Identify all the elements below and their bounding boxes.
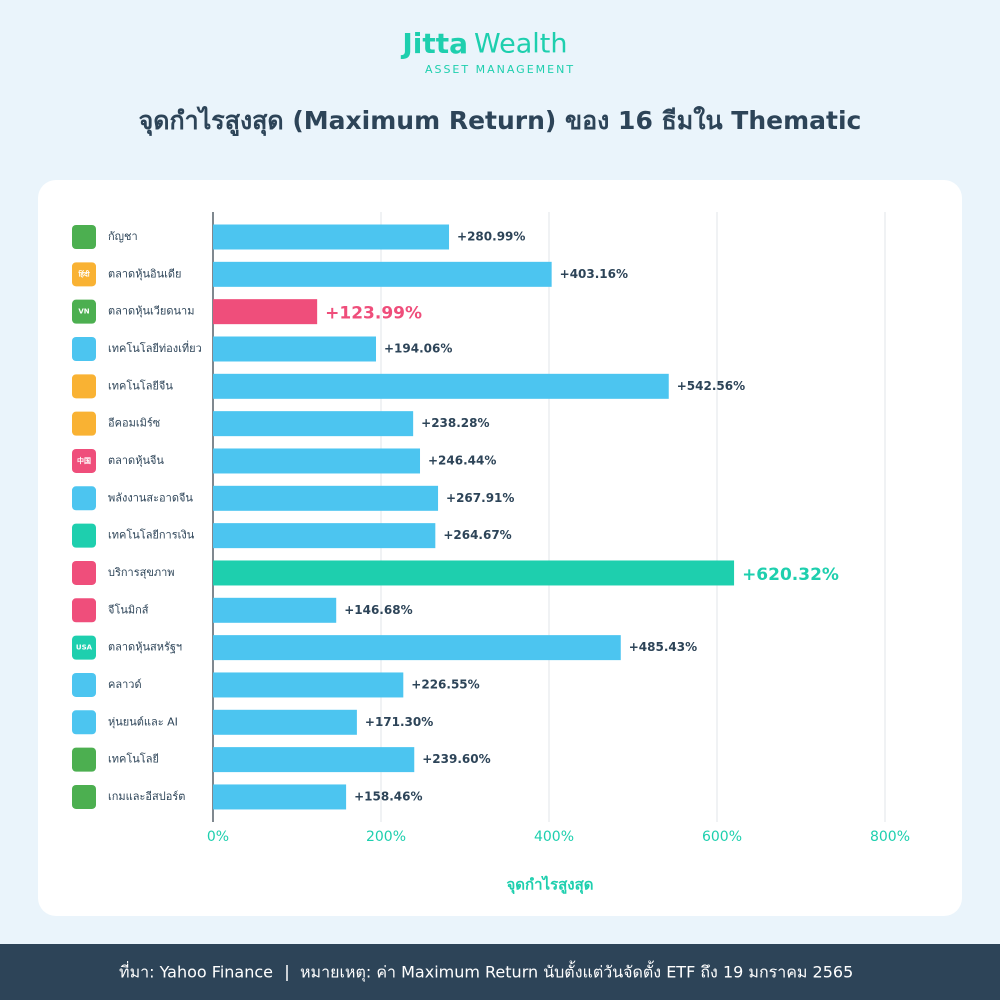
bar xyxy=(213,411,414,437)
x-tick-label: 600% xyxy=(702,829,742,845)
category-icon xyxy=(72,598,96,623)
bar xyxy=(213,672,404,698)
value-label: +620.32% xyxy=(742,565,839,585)
bar xyxy=(213,224,450,250)
bar xyxy=(213,373,669,399)
value-label: +158.46% xyxy=(354,789,422,803)
bar xyxy=(213,597,337,623)
footer-source: ที่มา: Yahoo Finance xyxy=(119,961,273,982)
value-label: +246.44% xyxy=(428,453,496,467)
value-label: +485.43% xyxy=(629,640,697,654)
value-label: +194.06% xyxy=(384,341,452,355)
category-icon xyxy=(72,299,96,324)
category-label: พลังงานสะอาดจีน xyxy=(108,491,193,504)
footer-note: หมายเหตุ: ค่า Maximum Return นับตั้งแต่ว… xyxy=(300,961,853,983)
bar xyxy=(213,709,357,735)
category-label: ตลาดหุ้นจีน xyxy=(108,454,164,467)
value-label: +280.99% xyxy=(457,230,525,244)
category-label: คลาวด์ xyxy=(108,678,142,691)
value-label: +264.67% xyxy=(443,528,511,542)
x-tick-label: 800% xyxy=(870,829,910,845)
bar xyxy=(213,784,347,810)
logo-suffix: Wealth xyxy=(474,29,567,60)
value-label: +123.99% xyxy=(325,304,422,324)
bar xyxy=(213,485,439,511)
value-label: +171.30% xyxy=(365,715,433,729)
bar xyxy=(213,261,552,287)
category-label: เทคโนโลยีการเงิน xyxy=(108,528,195,542)
value-label: +239.60% xyxy=(422,752,490,766)
logo-tagline: ASSET MANAGEMENT xyxy=(425,63,575,76)
x-tick-label: 200% xyxy=(366,829,406,845)
category-label: เทคโนโลยี xyxy=(108,752,159,766)
category-icon xyxy=(72,486,96,511)
category-icon xyxy=(72,262,96,287)
icon-text: हिंदी xyxy=(77,269,90,278)
bar xyxy=(213,635,621,661)
category-icon xyxy=(72,225,96,249)
footer-bar xyxy=(0,944,1000,1000)
bar xyxy=(213,299,318,325)
category-icon xyxy=(72,784,96,809)
x-tick-label: 400% xyxy=(534,829,574,845)
category-label: หุ่นยนต์และ AI xyxy=(108,715,178,728)
category-label: บริการสุขภาพ xyxy=(108,566,175,579)
category-label: ตลาดหุ้นเวียดนาม xyxy=(108,305,194,318)
category-icon xyxy=(72,710,96,735)
chart-card xyxy=(38,180,962,916)
value-label: +238.28% xyxy=(421,416,489,430)
category-icon xyxy=(72,635,96,660)
category-icon xyxy=(72,523,96,548)
bar xyxy=(213,523,436,549)
category-icon xyxy=(72,672,96,697)
x-tick-label: 0% xyxy=(207,829,229,845)
value-label: +542.56% xyxy=(677,379,745,393)
category-label: เทคโนโลยีท่องเที่ยว xyxy=(108,340,202,355)
category-icon xyxy=(72,374,96,399)
bar xyxy=(213,747,415,773)
value-label: +226.55% xyxy=(411,677,479,691)
category-icon xyxy=(72,448,96,473)
category-label: อีคอมเมิร์ซ xyxy=(108,417,161,430)
chart-title: จุดกำไรสูงสุด (Maximum Return) ของ 16 ธี… xyxy=(139,105,862,137)
category-label: กัญชา xyxy=(108,230,138,243)
category-icon xyxy=(72,747,96,772)
category-label: เทคโนโลยีจีน xyxy=(108,378,173,392)
bar xyxy=(213,336,377,362)
logo-brand: Jitta xyxy=(400,27,468,60)
icon-text: 中国 xyxy=(77,456,91,465)
category-label: เกมและอีสปอร์ต xyxy=(108,790,185,803)
bar xyxy=(213,448,421,474)
value-label: +146.68% xyxy=(344,603,412,617)
value-label: +403.16% xyxy=(560,267,628,281)
icon-text: VN xyxy=(78,308,89,316)
category-icon xyxy=(72,411,96,436)
category-label: ตลาดหุ้นสหรัฐฯ xyxy=(108,641,182,654)
value-label: +267.91% xyxy=(446,491,514,505)
category-icon xyxy=(72,560,96,585)
x-axis-label: จุดกำไรสูงสุด xyxy=(506,875,593,895)
category-icon xyxy=(72,336,96,361)
category-label: จีโนมิกส์ xyxy=(107,602,148,616)
bar xyxy=(213,560,735,586)
category-label: ตลาดหุ้นอินเดีย xyxy=(108,267,181,280)
icon-text: USA xyxy=(76,644,93,652)
